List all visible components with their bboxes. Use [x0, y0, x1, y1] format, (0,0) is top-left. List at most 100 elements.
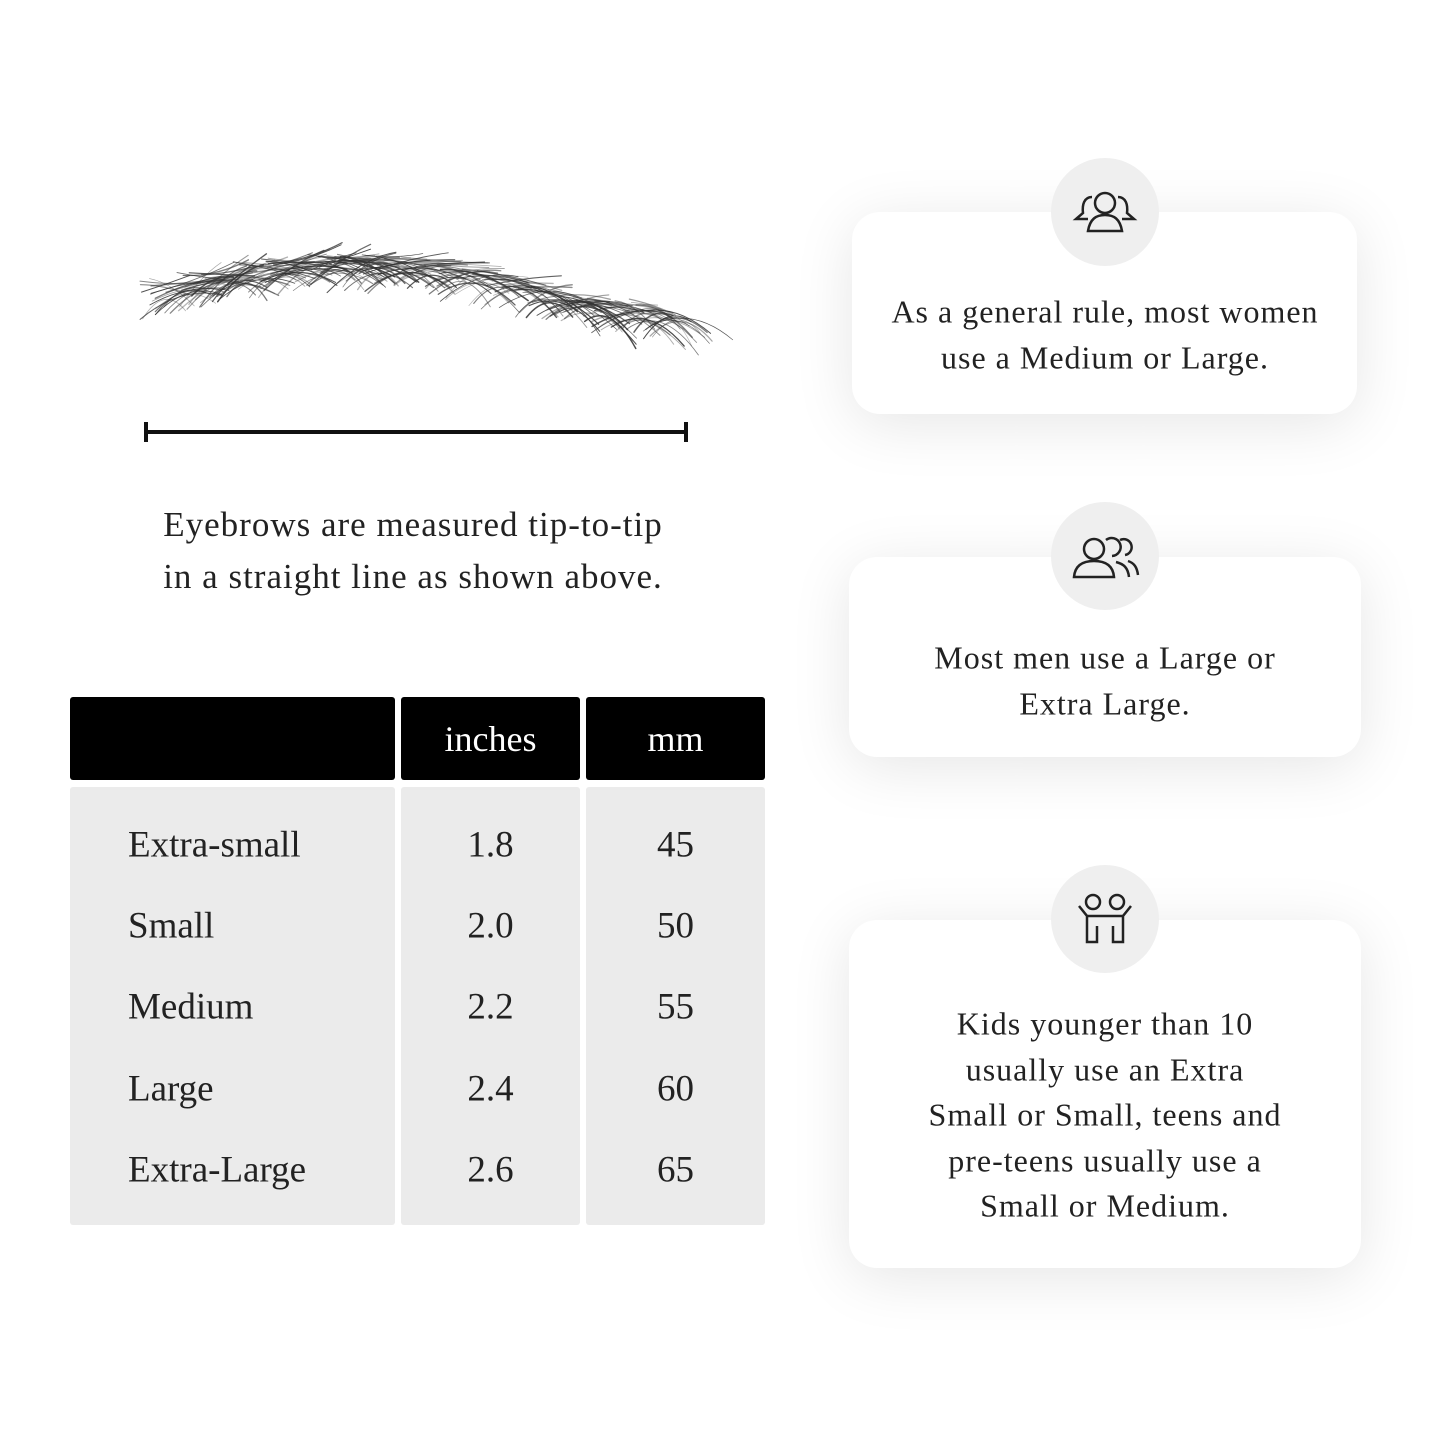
hair [232, 261, 291, 275]
hair [624, 309, 698, 343]
hair [288, 254, 375, 273]
hair [378, 266, 445, 289]
kids-icon [1051, 865, 1159, 973]
table-column [586, 787, 765, 1225]
hair [307, 254, 384, 286]
hair [573, 298, 623, 333]
hair [364, 272, 444, 292]
hair [310, 269, 387, 285]
hair [554, 294, 610, 316]
hair [334, 256, 388, 264]
hair [582, 304, 659, 317]
hair [630, 302, 690, 327]
hair [625, 320, 699, 356]
hair [284, 267, 341, 277]
hair [277, 262, 333, 295]
hair [621, 312, 663, 330]
hair [569, 305, 635, 316]
table-header: inches [401, 697, 580, 780]
card-text: Most men use a Large or [934, 639, 1276, 676]
men-icon [1051, 502, 1159, 610]
hair [583, 315, 637, 350]
hair [369, 263, 420, 283]
hair [591, 309, 674, 334]
hair [528, 300, 601, 332]
row-label: Medium [128, 986, 254, 1028]
hair [239, 264, 316, 279]
hair [545, 303, 602, 320]
hair [216, 262, 297, 298]
hair [345, 252, 397, 282]
hair [517, 286, 573, 289]
hair [226, 282, 268, 302]
hair [217, 256, 289, 286]
card-text: As a general rule, most women [891, 293, 1319, 330]
hair [212, 279, 268, 297]
card-text: Kids younger than 10 [956, 1005, 1254, 1042]
hair [248, 272, 307, 293]
hair [628, 298, 676, 316]
hair [591, 313, 671, 336]
hair [436, 269, 502, 287]
hair [139, 292, 224, 320]
card-text: usually use an Extra [965, 1051, 1245, 1087]
cell-mm: 50 [657, 905, 694, 947]
hair [643, 319, 710, 344]
cell-mm: 60 [657, 1068, 694, 1110]
hair [484, 285, 550, 305]
card-text: Small or Medium. [980, 1187, 1230, 1224]
hair [267, 257, 319, 264]
hair [169, 279, 239, 314]
hair [586, 297, 661, 336]
hair [370, 259, 456, 270]
hair [367, 272, 432, 295]
hair [525, 302, 574, 319]
row-label: Large [128, 1068, 214, 1110]
card [849, 920, 1361, 1268]
hair [200, 279, 271, 308]
hair [344, 272, 414, 291]
hair [424, 266, 470, 278]
hair [400, 256, 489, 264]
cell-inches: 2.2 [467, 986, 514, 1028]
row-label: Extra-Large [128, 1149, 307, 1191]
card-text: pre-teens usually use a [948, 1142, 1262, 1178]
hair [476, 270, 547, 286]
hair [139, 284, 189, 296]
hair [319, 263, 369, 275]
hair [610, 318, 685, 347]
hair [503, 282, 554, 286]
hair [292, 272, 373, 292]
hair [433, 267, 505, 281]
hair [336, 253, 381, 283]
hair [518, 284, 573, 314]
hair [591, 310, 674, 328]
hair [182, 265, 257, 277]
hair [530, 285, 579, 313]
hair [320, 266, 362, 284]
hair [393, 270, 449, 286]
hair [468, 284, 520, 307]
hair [362, 252, 449, 275]
row-label: Small [128, 905, 215, 947]
hair [376, 262, 418, 267]
hair [401, 262, 490, 271]
hair [424, 276, 492, 295]
hair [555, 301, 637, 339]
hair [522, 291, 612, 313]
table-column [401, 787, 580, 1225]
hair [445, 281, 510, 301]
hair [642, 315, 692, 340]
hair [275, 257, 321, 274]
hair [188, 272, 256, 277]
card-text: Small or Small, teens and [928, 1096, 1282, 1133]
hair [553, 290, 614, 316]
hair [546, 301, 630, 312]
hair [243, 261, 305, 272]
hair [379, 260, 462, 268]
hair [594, 300, 656, 315]
hair [353, 261, 435, 289]
hair [549, 300, 633, 310]
hair [336, 257, 412, 284]
